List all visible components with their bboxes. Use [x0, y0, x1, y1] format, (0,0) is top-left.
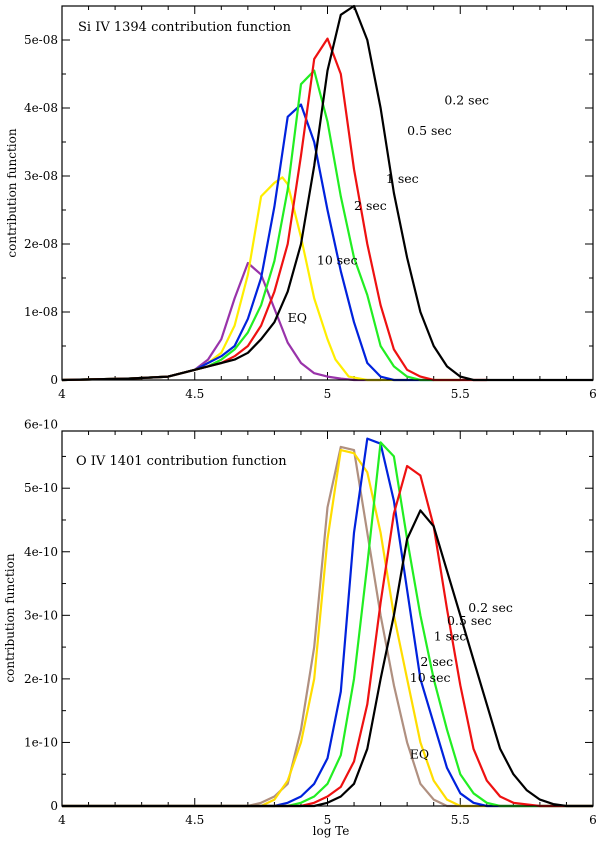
si-iv-x-tick-label: 4	[58, 387, 66, 401]
o-iv-x-tick-label: 4.5	[185, 813, 204, 827]
o-iv-y-axis-title: contribution function	[3, 553, 17, 682]
o-iv-x-tick-label: 5	[324, 813, 332, 827]
si-iv-title: Si IV 1394 contribution function	[78, 20, 292, 35]
o-iv-label-eq: EQ	[410, 746, 429, 761]
si-iv-ticks	[61, 5, 594, 381]
o-iv-curve-eq	[62, 445, 593, 808]
si-iv-plot-frame	[61, 5, 594, 381]
o-iv-y-tick-labels: 0 1e-10 2e-10 3e-10 4e-10 5e-10 6e-10	[24, 418, 58, 813]
si-iv-x-tick-label: 5.5	[451, 387, 470, 401]
si-iv-x-tick-label: 5	[324, 387, 332, 401]
o-iv-plot-frame	[61, 430, 594, 807]
si-iv-x-tick-label: 4.5	[185, 387, 204, 401]
o-iv-label-2-sec: 2 sec	[420, 654, 453, 669]
si-iv-label-2-sec: 2 sec	[354, 198, 387, 213]
o-iv-curve-1-sec	[62, 441, 593, 808]
o-iv-label-0-2-sec: 0.2 sec	[468, 600, 513, 615]
o-iv-curve-10-sec	[62, 449, 593, 808]
si-iv-y-tick-label: 5e-08	[24, 33, 58, 47]
o-iv-label-0-5-sec: 0.5 sec	[447, 613, 492, 628]
o-iv-curve-0-5-sec	[62, 464, 593, 808]
o-iv-panel: 4 4.5 5 5.5 6 0 1e-10 2e-10 3e-10 4e-10 5e-10 6e-1…	[3, 418, 597, 838]
si-iv-panel: 4 4.5 5 5.5 6 0 1e-08 2e-08 3e-08 4e-08 5e-08 0.2…	[5, 4, 597, 401]
si-iv-y-tick-label: 1e-08	[24, 305, 58, 319]
si-iv-curve-labels: 0.2 sec 0.5 sec 1 sec 2 sec 10 sec EQ	[288, 93, 489, 326]
o-iv-curve-0-2-sec	[62, 509, 593, 808]
o-iv-x-tick-labels: 4 4.5 5 5.5 6	[58, 813, 597, 827]
o-iv-x-tick-label: 6	[589, 813, 597, 827]
o-iv-curves	[62, 437, 593, 808]
si-iv-curve-0-2-sec	[61, 4, 593, 382]
si-iv-y-tick-labels: 0 1e-08 2e-08 3e-08 4e-08 5e-08	[24, 33, 58, 387]
si-iv-label-0-2-sec: 0.2 sec	[444, 93, 489, 108]
si-iv-y-tick-label: 2e-08	[24, 237, 58, 251]
si-iv-label-0-5-sec: 0.5 sec	[407, 123, 452, 138]
o-iv-x-tick-label: 5.5	[451, 813, 470, 827]
si-iv-x-tick-labels: 4 4.5 5 5.5 6	[58, 387, 597, 401]
o-iv-x-tick-label: 4	[58, 813, 66, 827]
si-iv-curves	[61, 4, 593, 382]
si-iv-label-10-sec: 10 sec	[317, 252, 358, 267]
o-iv-y-tick-label: 4e-10	[24, 545, 58, 559]
o-iv-y-tick-label: 1e-10	[24, 735, 58, 749]
o-iv-x-axis-title: log Te	[313, 824, 350, 838]
o-iv-label-10-sec: 10 sec	[410, 670, 451, 685]
si-iv-label-1-sec: 1 sec	[386, 171, 419, 186]
o-iv-y-tick-label: 3e-10	[24, 608, 58, 622]
si-iv-y-tick-label: 0	[50, 373, 58, 387]
o-iv-y-tick-label: 2e-10	[24, 672, 58, 686]
si-iv-y-axis-title: contribution function	[5, 128, 19, 257]
si-iv-label-eq: EQ	[288, 310, 307, 325]
o-iv-label-1-sec: 1 sec	[434, 629, 467, 644]
o-iv-y-tick-label: 6e-10	[24, 418, 58, 432]
si-iv-y-tick-label: 3e-08	[24, 169, 58, 183]
o-iv-ticks	[61, 431, 594, 807]
si-iv-y-tick-label: 4e-08	[24, 101, 58, 115]
o-iv-y-tick-label: 0	[50, 799, 58, 813]
o-iv-curve-2-sec	[62, 437, 593, 808]
si-iv-x-tick-label: 6	[589, 387, 597, 401]
o-iv-title: O IV 1401 contribution function	[76, 454, 287, 469]
o-iv-y-tick-label: 5e-10	[24, 481, 58, 495]
